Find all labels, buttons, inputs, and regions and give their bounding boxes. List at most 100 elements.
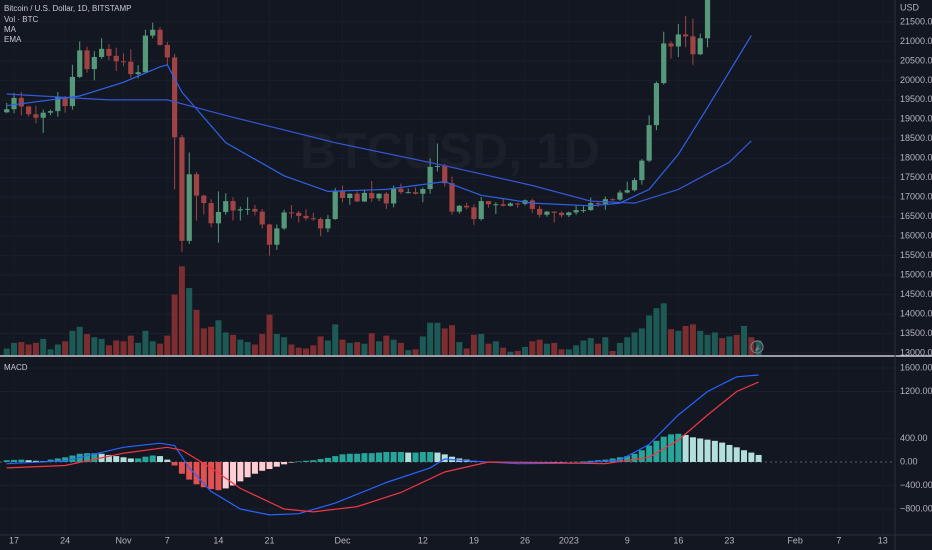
histogram-bar [339,454,346,462]
histogram-bar [120,457,127,462]
logo-icon[interactable] [750,340,764,354]
histogram-bar [624,456,631,462]
histogram-bar [105,454,112,462]
histogram-bar [631,453,638,462]
x-tick-label: 23 [724,535,734,545]
indicator-label: EMA [4,35,22,44]
histogram-bar [281,461,288,465]
candle-body [99,48,105,58]
candle-body [493,204,499,206]
x-tick-label: 7 [836,535,841,545]
candle-body [223,201,229,213]
macd-line [6,381,759,513]
candle-body [507,203,514,206]
candle-body [172,57,178,138]
candle-body [653,83,660,126]
histogram-bar [91,453,98,462]
histogram-bar [164,459,171,462]
volume-bar [514,350,521,355]
volume-bar [324,340,331,355]
volume-bar [40,338,47,355]
volume-bar [230,334,237,355]
candle-body [266,224,273,245]
histogram-bar [390,451,397,462]
candle-body [668,43,674,47]
volume-bar [11,342,18,355]
volume-bar [222,332,229,355]
candle-body [566,212,572,216]
volume-bar [339,339,346,355]
volume-bar [631,332,638,355]
volume-bar [478,334,485,355]
histogram-bar [697,438,704,462]
histogram-bar [186,461,193,480]
volume-bar [193,309,200,355]
volume-bar [171,294,178,355]
y-tick-label: 1600.00 [900,362,932,372]
histogram-bar [303,460,310,462]
volume-bar [376,341,383,355]
y-tick-label: −800.00 [900,503,932,513]
volume-bar [54,344,61,355]
volume-bar [237,339,244,355]
histogram-bar [127,458,134,462]
volume-bar [295,347,302,355]
candle-body [551,211,557,213]
candle-body [420,189,426,194]
indicator-label: MA [4,25,17,34]
volume-bar [646,315,653,355]
volume-bar [251,344,258,355]
macd-pane [3,374,762,516]
candle-body [544,211,550,215]
candle-body [405,192,411,194]
volume-bar [507,351,514,355]
histogram-bar [47,459,54,462]
histogram-bar [157,456,164,462]
y-tick-label: 13000.00 [900,347,932,357]
histogram-bar [149,455,156,462]
y-tick-label: 18000.00 [900,153,932,163]
volume-bar [62,341,69,355]
histogram-bar [580,461,587,462]
candle-body [449,183,455,212]
symbol-title: Bitcoin / U.S. Dollar, 1D, BITSTAMP [4,4,131,13]
candle-body [47,111,54,113]
histogram-bar [405,452,412,462]
candle-body [84,50,90,70]
candle-body [683,34,689,37]
volume-bar [200,328,207,355]
histogram-bar [273,461,280,467]
moving-average-line [6,93,752,204]
histogram-bar [259,461,266,471]
x-tick-label: 19 [469,535,479,545]
candle-body [157,29,163,45]
volume-bar [536,339,543,355]
moving-average-line [6,35,752,207]
histogram-bar [726,444,733,462]
candle-body [113,55,119,62]
volume-bar [368,333,375,355]
y-tick-label: 19000.00 [900,114,932,124]
volume-bar [149,341,156,355]
candle-body [442,166,448,184]
y-tick-label: 1200.00 [900,386,932,396]
candle-body [675,34,681,47]
x-tick-label: 16 [673,535,683,545]
histogram-bar [675,433,682,462]
histogram-bar [397,451,404,462]
volume-bar [135,342,142,355]
candle-body [427,166,433,190]
volume-bar [449,325,456,355]
volume-bar [660,303,667,355]
candle-body [537,208,543,215]
histogram-bar [62,457,69,462]
candle-body [245,208,251,210]
histogram-bar [32,460,39,462]
candle-body [281,212,287,229]
candle-body [500,204,506,206]
histogram-bar [3,460,10,462]
candle-body [347,193,353,199]
volume-bar [215,320,222,355]
y-tick-label: 0.00 [900,456,918,466]
histogram-bar [178,461,185,474]
